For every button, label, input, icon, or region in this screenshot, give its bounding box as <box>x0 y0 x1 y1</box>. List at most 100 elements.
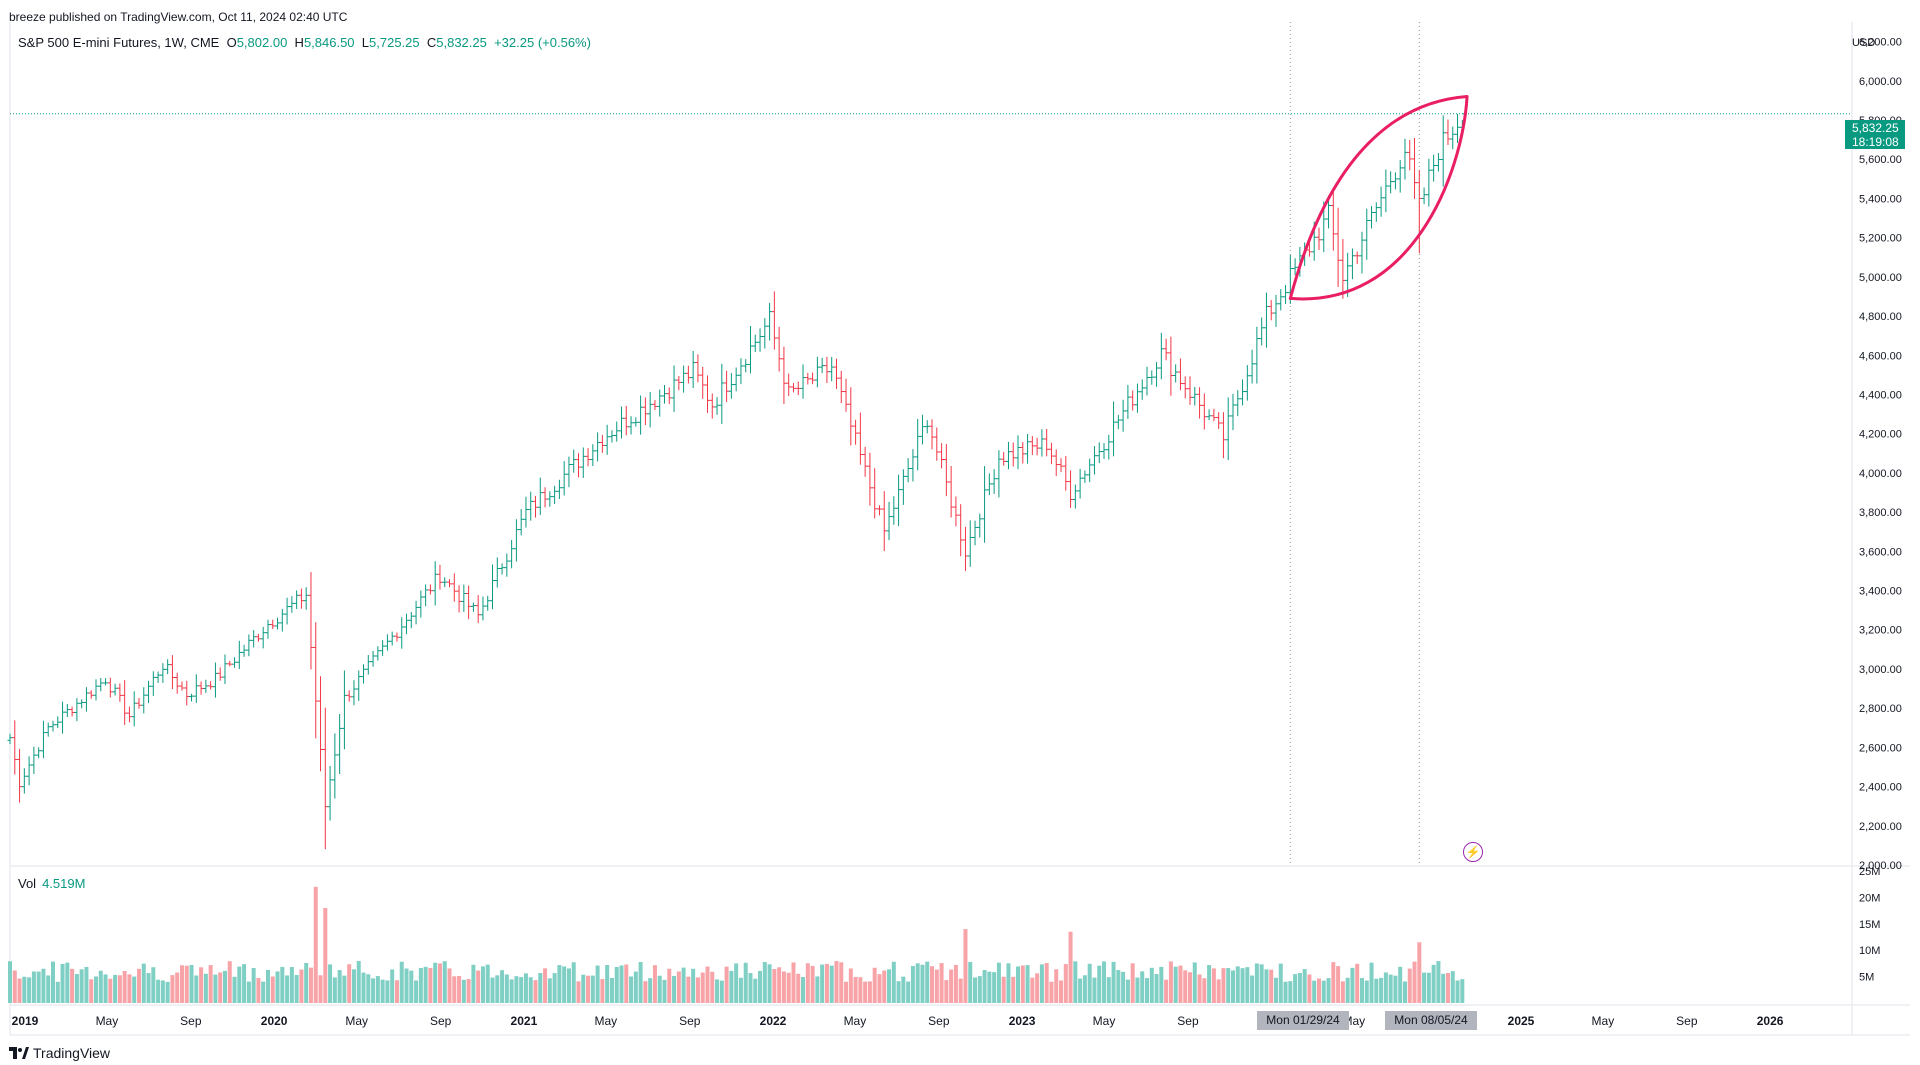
ohlc-bar <box>413 600 419 625</box>
ohlc-bar <box>404 613 410 635</box>
volume-bar <box>8 961 12 1003</box>
volume-bar <box>1168 961 1173 1003</box>
x-tick-label: May <box>96 1014 119 1028</box>
volume-bar <box>189 965 194 1003</box>
volume-bar <box>399 961 404 1003</box>
ohlc-bar <box>547 491 553 507</box>
volume-bar <box>648 978 653 1003</box>
volume-bar <box>1187 972 1192 1003</box>
ohlc-bar <box>17 748 23 803</box>
ohlc-bar <box>466 585 472 620</box>
volume-bar <box>571 962 576 1003</box>
ohlc-bar <box>900 469 906 505</box>
ohlc-bar <box>1359 231 1365 274</box>
ohlc-bar <box>1450 126 1456 150</box>
y-tick-label: 5,600.00 <box>1859 154 1902 166</box>
ohlc-bar <box>1216 412 1222 429</box>
ohlc-bar <box>1445 119 1451 145</box>
ohlc-bar <box>1034 437 1040 456</box>
ohlc-bar <box>537 477 543 516</box>
ohlc-bar <box>1206 409 1212 421</box>
volume-bar <box>719 980 724 1003</box>
y-tick-label: 6,200.00 <box>1859 37 1902 49</box>
high-key: H <box>294 35 304 50</box>
volume-bar <box>1422 972 1427 1003</box>
ohlc-bar <box>1001 452 1007 466</box>
volume-bar <box>1235 966 1240 1003</box>
volume-tick-label: 20M <box>1859 892 1880 904</box>
volume-bar <box>1340 981 1345 1003</box>
ohlc-bar <box>523 496 529 528</box>
volume-bar <box>1106 977 1111 1003</box>
ohlc-bar <box>1015 435 1021 470</box>
x-tick-label: Sep <box>1177 1014 1199 1028</box>
currency-label[interactable]: USD <box>1852 37 1876 49</box>
volume-bar <box>1273 977 1278 1003</box>
ohlc-bar <box>891 496 897 525</box>
ohlc-bar <box>776 326 782 372</box>
leaf-drawing <box>1288 94 1469 301</box>
volume-bar <box>213 974 218 1003</box>
volume-bar <box>1388 974 1393 1003</box>
ohlc-bar <box>150 671 156 696</box>
volume-bar <box>605 965 610 1003</box>
ohlc-bar <box>356 670 362 701</box>
volume-bar <box>313 886 318 1003</box>
volume-bar <box>65 962 70 1003</box>
volume-bar <box>151 967 156 1003</box>
ohlc-bar <box>1263 292 1269 348</box>
ohlc-bar <box>1354 251 1360 265</box>
volume-bar <box>490 977 495 1003</box>
volume-bar <box>576 981 581 1003</box>
ohlc-bar <box>1125 384 1131 419</box>
volume-bar <box>385 980 390 1003</box>
ohlc-bar <box>179 681 185 691</box>
volume-bar <box>566 968 571 1003</box>
volume-bar <box>1001 976 1006 1003</box>
volume-bar <box>265 969 270 1003</box>
open-value: 5,802.00 <box>236 35 288 50</box>
volume-bar <box>523 973 528 1003</box>
ohlc-bar <box>490 564 496 610</box>
volume-bar <box>1073 961 1078 1003</box>
symbol-name[interactable]: S&P 500 E-mini Futures, 1W, CME <box>18 35 220 50</box>
volume-bar <box>471 964 476 1003</box>
volume-bar <box>136 968 141 1003</box>
ohlc-bar <box>79 699 85 709</box>
ohlc-bar <box>623 405 629 436</box>
ohlc-bar <box>31 746 37 774</box>
high-value: 5,846.50 <box>303 35 355 50</box>
volume-series <box>8 886 1465 1003</box>
ohlc-bar <box>1197 387 1203 419</box>
ohlc-bar <box>571 449 577 473</box>
ohlc-bar <box>1149 370 1155 385</box>
lightning-bolt-icon[interactable]: ⚡ <box>1463 842 1483 862</box>
ohlc-bar <box>1431 154 1437 182</box>
ohlc-bar <box>996 450 1002 498</box>
volume-label[interactable]: Vol <box>18 876 37 891</box>
volume-bar <box>667 968 672 1003</box>
volume-bar <box>1135 977 1140 1003</box>
volume-bar <box>710 971 715 1003</box>
ohlc-bar <box>819 357 825 374</box>
volume-bar <box>1044 963 1049 1003</box>
volume-bar <box>1254 963 1259 1003</box>
volume-bar <box>1145 978 1150 1003</box>
volume-bar <box>1431 964 1436 1003</box>
ohlc-bar <box>958 504 964 557</box>
volume-bar <box>944 980 949 1003</box>
published-header: breeze published on TradingView.com, Oct… <box>9 10 348 24</box>
ohlc-bar <box>1182 376 1188 399</box>
ohlc-bar <box>767 302 773 341</box>
volume-bar <box>996 962 1001 1003</box>
ohlc-bar <box>1139 379 1145 400</box>
symbol-legend: S&P 500 E-mini Futures, 1W, CME O5,802.0… <box>18 35 591 50</box>
ohlc-bar <box>962 526 968 571</box>
ohlc-bar <box>1106 434 1112 460</box>
ohlc-bar <box>1020 441 1026 464</box>
volume-bar <box>724 966 729 1003</box>
tradingview-logo[interactable]: TradingView <box>9 1045 110 1061</box>
ohlc-bar <box>241 644 247 657</box>
